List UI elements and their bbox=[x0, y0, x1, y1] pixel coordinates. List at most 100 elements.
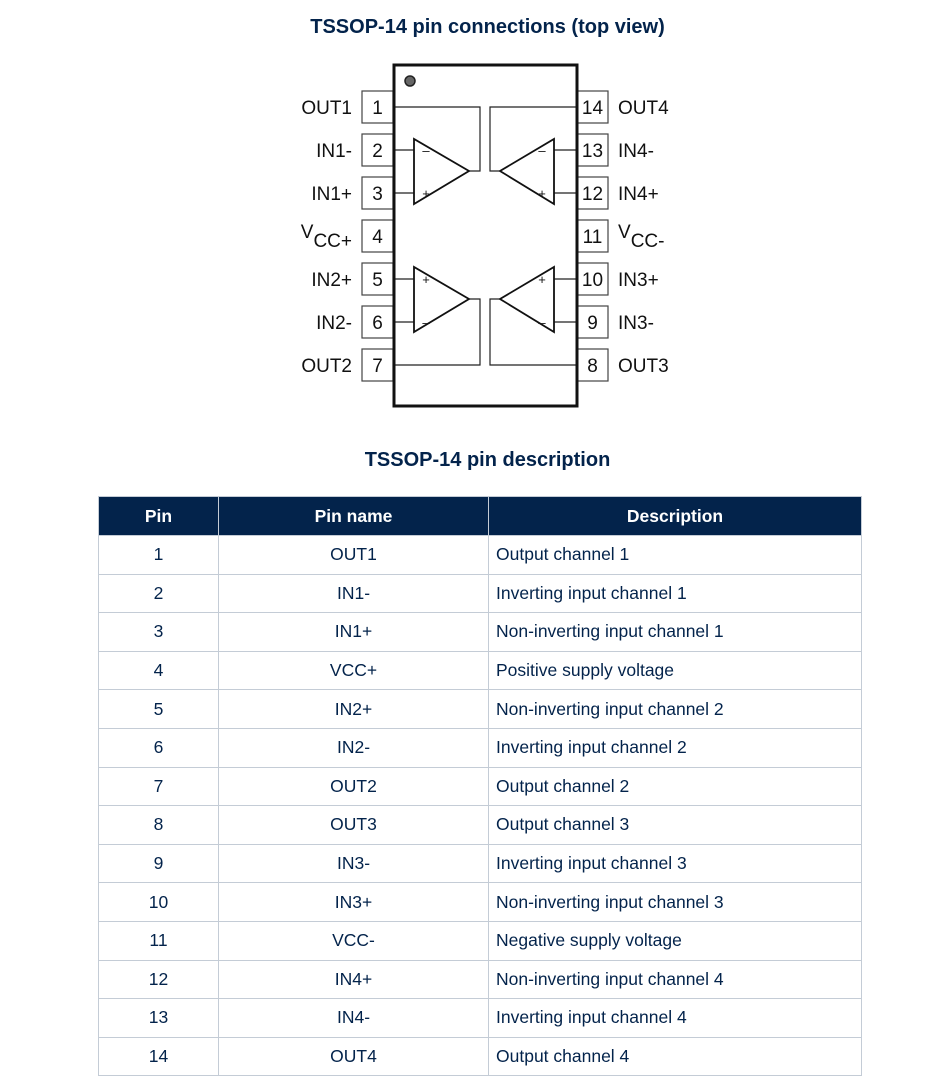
pin-name-cell: OUT2 bbox=[218, 766, 489, 807]
pin-label-main: IN3+ bbox=[618, 270, 659, 291]
pin-number-cell: 6 bbox=[98, 727, 219, 768]
pin-number-cell: 3 bbox=[98, 612, 219, 652]
pin-name-cell: OUT4 bbox=[218, 1036, 489, 1077]
pin-2: 2 IN1- bbox=[316, 133, 394, 167]
pin-number: 12 bbox=[582, 184, 603, 205]
pin-7: 7 OUT2 bbox=[301, 348, 394, 382]
pin-number: 11 bbox=[583, 227, 603, 248]
pin-label-main: V bbox=[301, 222, 314, 243]
pin-description-table: Pin Pin name Description 1 OUT1 Output cha… bbox=[98, 496, 862, 1077]
pin-number-cell: 12 bbox=[98, 959, 219, 1000]
pin-number: 14 bbox=[582, 98, 604, 119]
pin-label-main: OUT3 bbox=[618, 356, 669, 377]
pin-description-cell: Non-inverting input channel 1 bbox=[488, 612, 862, 652]
opamp-triangle bbox=[413, 137, 471, 206]
opamp-channel-2: +– bbox=[413, 265, 471, 334]
pin-name-cell: VCC- bbox=[218, 920, 489, 961]
pin-label-main: OUT4 bbox=[618, 98, 669, 119]
pin-number: 3 bbox=[372, 184, 383, 205]
header-description: Description bbox=[488, 496, 862, 536]
pin-description-cell: Inverting input channel 3 bbox=[488, 843, 862, 884]
pin-number-cell: 8 bbox=[98, 805, 219, 845]
pin-label: IN1- bbox=[316, 141, 352, 162]
pin-number: 10 bbox=[582, 270, 603, 291]
ic-package-body bbox=[392, 63, 579, 408]
pin-name-cell: IN1+ bbox=[218, 612, 489, 652]
pin-number: 5 bbox=[372, 270, 383, 291]
pin-9: 9 IN3- bbox=[576, 305, 654, 339]
pin-label: OUT2 bbox=[301, 356, 352, 377]
table-row: 9 IN3- Inverting input channel 3 bbox=[98, 843, 862, 884]
opamp-triangle bbox=[413, 265, 471, 334]
pin-description-title: TSSOP-14 pin description bbox=[364, 449, 611, 471]
table-row: 7 OUT2 Output channel 2 bbox=[98, 766, 862, 807]
pin-label: VCC- bbox=[618, 222, 664, 252]
pin-label: IN2+ bbox=[311, 270, 352, 291]
pin-10: 10 IN3+ bbox=[576, 262, 659, 296]
pin-label-main: IN1+ bbox=[311, 184, 352, 205]
pin-label: OUT4 bbox=[618, 98, 669, 119]
pin-description-cell: Output channel 2 bbox=[488, 766, 862, 807]
pin-label: IN4- bbox=[618, 141, 654, 162]
pin-label-subscript: CC+ bbox=[313, 231, 352, 252]
opamp-triangle bbox=[498, 265, 555, 334]
pin-number-cell: 2 bbox=[98, 573, 219, 614]
pin-label: IN3+ bbox=[618, 270, 659, 291]
pin-label: IN3- bbox=[618, 313, 654, 334]
pin-label-main: OUT2 bbox=[301, 356, 352, 377]
table-row: 8 OUT3 Output channel 3 bbox=[98, 805, 862, 845]
pin-label: OUT3 bbox=[618, 356, 669, 377]
pin-number: 4 bbox=[372, 227, 383, 248]
pin-number-cell: 13 bbox=[98, 998, 219, 1038]
pin-number: 8 bbox=[587, 356, 598, 377]
pin-label: IN1+ bbox=[311, 184, 352, 205]
pin-label-main: IN3- bbox=[618, 313, 654, 334]
pin-4: 4 VCC+ bbox=[301, 219, 394, 253]
pin-label-subscript: CC- bbox=[631, 231, 665, 252]
pin-11: 11 VCC- bbox=[576, 219, 664, 253]
pin-label-main: V bbox=[618, 222, 631, 243]
table-row: 2 IN1- Inverting input channel 1 bbox=[98, 573, 862, 614]
pin-box bbox=[361, 133, 394, 167]
pin-box bbox=[361, 262, 394, 296]
input-polarity-sign: – bbox=[422, 315, 430, 330]
pin-14: 14 OUT4 bbox=[576, 90, 669, 124]
pin-number: 7 bbox=[372, 356, 383, 377]
table-row: 3 IN1+ Non-inverting input channel 1 bbox=[98, 612, 862, 652]
pin-number-cell: 14 bbox=[98, 1036, 219, 1077]
pin-12: 12 IN4+ bbox=[576, 176, 659, 210]
table-row: 11 VCC- Negative supply voltage bbox=[98, 920, 862, 961]
input-polarity-sign: + bbox=[422, 272, 430, 287]
pin-label-main: IN1- bbox=[316, 141, 352, 162]
pin-description-cell: Non-inverting input channel 3 bbox=[488, 882, 862, 922]
table-row: 1 OUT1 Output channel 1 bbox=[98, 535, 862, 575]
pin-name-cell: IN4+ bbox=[218, 959, 489, 1000]
table-row: 12 IN4+ Non-inverting input channel 4 bbox=[98, 959, 862, 1000]
pin-box bbox=[576, 133, 609, 167]
opamp-triangle bbox=[498, 137, 555, 206]
pin-box bbox=[576, 176, 609, 210]
table-row: 10 IN3+ Non-inverting input channel 3 bbox=[98, 882, 862, 922]
pin-number-cell: 4 bbox=[98, 650, 219, 691]
pin-name-cell: OUT1 bbox=[218, 535, 489, 575]
pin-box bbox=[576, 305, 609, 339]
pin-box bbox=[576, 262, 609, 296]
table-row: 13 IN4- Inverting input channel 4 bbox=[98, 998, 862, 1038]
pin-name-cell: IN3- bbox=[218, 843, 489, 884]
pin-8: 8 OUT3 bbox=[576, 348, 669, 382]
pin-3: 3 IN1+ bbox=[311, 176, 394, 210]
pin-number-cell: 10 bbox=[98, 882, 219, 922]
pin-box bbox=[361, 348, 394, 382]
pin-connections-title: TSSOP-14 pin connections (top view) bbox=[310, 16, 665, 38]
pin-13: 13 IN4- bbox=[576, 133, 654, 167]
pin-label-main: IN2- bbox=[316, 313, 352, 334]
pin-label: OUT1 bbox=[301, 98, 352, 119]
pin-description-cell: Non-inverting input channel 2 bbox=[488, 689, 862, 729]
pin-name-cell: IN1- bbox=[218, 573, 489, 614]
pin-description-cell: Inverting input channel 1 bbox=[488, 573, 862, 614]
pin-number: 2 bbox=[372, 141, 383, 162]
pin-label: VCC+ bbox=[301, 222, 352, 252]
opamp-channel-3: +– bbox=[498, 265, 555, 334]
pin-label-main: IN4- bbox=[618, 141, 654, 162]
table-row: 5 IN2+ Non-inverting input channel 2 bbox=[98, 689, 862, 729]
